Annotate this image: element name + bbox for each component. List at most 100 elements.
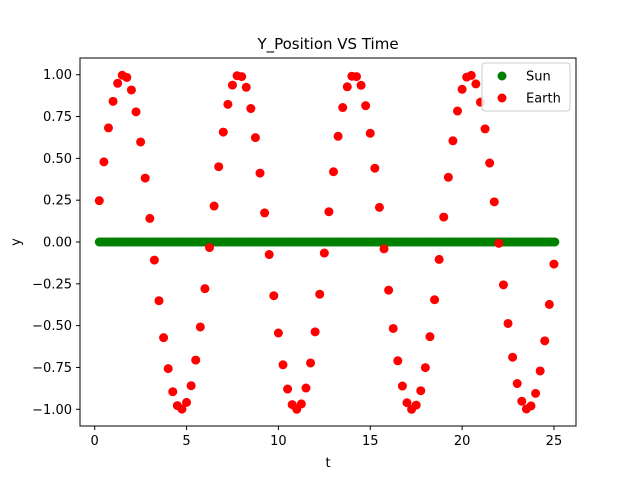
y-tick-label: 0.00 <box>43 236 72 251</box>
earth-point <box>544 299 554 309</box>
x-tick-label: 15 <box>362 434 379 449</box>
earth-point <box>333 131 343 141</box>
earth-point <box>136 137 146 147</box>
earth-point <box>402 398 412 408</box>
x-axis: 0 5 10 15 20 25 <box>91 426 563 449</box>
earth-point <box>397 381 407 391</box>
earth-point <box>108 96 118 106</box>
earth-point <box>306 358 316 368</box>
sun-point <box>550 237 560 247</box>
earth-point <box>182 397 192 407</box>
earth-point <box>498 280 508 290</box>
earth-point <box>283 384 293 394</box>
earth-point <box>411 400 421 410</box>
earth-point <box>365 128 375 138</box>
earth-point <box>200 284 210 294</box>
earth-point <box>517 396 527 406</box>
earth-point <box>540 336 550 346</box>
earth-point <box>512 379 522 389</box>
earth-point <box>140 173 150 183</box>
y-tick-label: −0.25 <box>32 277 72 292</box>
y-tick-label: −0.50 <box>32 319 72 334</box>
earth-point <box>99 157 109 167</box>
earth-point <box>425 332 435 342</box>
earth-point <box>319 248 329 258</box>
y-tick-label: −0.75 <box>32 361 72 376</box>
earth-point <box>535 366 545 376</box>
earth-point <box>223 99 233 109</box>
earth-point <box>301 383 311 393</box>
legend-marker-sun <box>497 71 507 81</box>
earth-point <box>250 133 260 143</box>
earth-point <box>466 70 476 80</box>
earth-point <box>195 322 205 332</box>
earth-point <box>246 104 256 114</box>
earth-point <box>122 72 132 82</box>
earth-point <box>177 404 187 414</box>
earth-point <box>329 167 339 177</box>
earth-point <box>94 196 104 206</box>
earth-point <box>361 101 371 111</box>
y-axis: −1.00 −0.75 −0.50 −0.25 0.00 0.25 0.50 0.75 1.00 <box>32 68 80 418</box>
y-tick-label: 0.75 <box>43 110 72 125</box>
earth-point <box>227 80 237 90</box>
series-sun <box>94 237 560 247</box>
earth-point <box>370 163 380 173</box>
earth-point <box>273 328 283 338</box>
earth-point <box>149 255 159 265</box>
earth-point <box>218 127 228 137</box>
earth-point <box>374 202 384 212</box>
y-tick-label: 1.00 <box>43 68 72 83</box>
earth-point <box>489 197 499 207</box>
earth-point <box>420 363 430 373</box>
earth-point <box>260 208 270 218</box>
earth-point <box>237 72 247 82</box>
earth-point <box>416 386 426 396</box>
earth-point <box>126 85 136 95</box>
earth-point <box>439 212 449 222</box>
x-tick-label: 20 <box>454 434 471 449</box>
earth-point <box>214 162 224 172</box>
earth-point <box>278 360 288 370</box>
x-tick-label: 0 <box>91 434 99 449</box>
earth-point <box>485 158 495 168</box>
earth-point <box>159 333 169 343</box>
series-earth <box>94 70 559 414</box>
earth-point <box>315 289 325 299</box>
earth-point <box>384 285 394 295</box>
earth-point <box>163 364 173 374</box>
legend-marker-earth <box>497 93 507 103</box>
earth-point <box>269 291 279 301</box>
earth-point <box>131 107 141 117</box>
earth-point <box>145 213 155 223</box>
y-axis-label: y <box>9 238 24 246</box>
x-tick-label: 25 <box>546 434 563 449</box>
earth-point <box>443 172 453 182</box>
y-tick-label: −1.00 <box>32 403 72 418</box>
legend-label-sun: Sun <box>526 70 551 85</box>
earth-point <box>255 168 265 178</box>
earth-point <box>508 352 518 362</box>
earth-point <box>531 388 541 398</box>
earth-point <box>113 78 123 88</box>
earth-point <box>103 123 113 133</box>
earth-point <box>296 399 306 409</box>
earth-point <box>388 323 398 333</box>
earth-point <box>453 106 463 116</box>
earth-point <box>356 80 366 90</box>
earth-point <box>342 82 352 92</box>
x-tick-label: 5 <box>182 434 190 449</box>
y-tick-label: 0.25 <box>43 194 72 209</box>
earth-point <box>338 103 348 113</box>
earth-point <box>430 295 440 305</box>
earth-point <box>241 82 251 92</box>
y-tick-label: 0.50 <box>43 152 72 167</box>
earth-point <box>186 381 196 391</box>
earth-point <box>191 355 201 365</box>
earth-point <box>351 72 361 82</box>
earth-point <box>494 238 504 248</box>
earth-point <box>310 327 320 337</box>
x-tick-label: 10 <box>270 434 287 449</box>
earth-point <box>264 250 274 260</box>
